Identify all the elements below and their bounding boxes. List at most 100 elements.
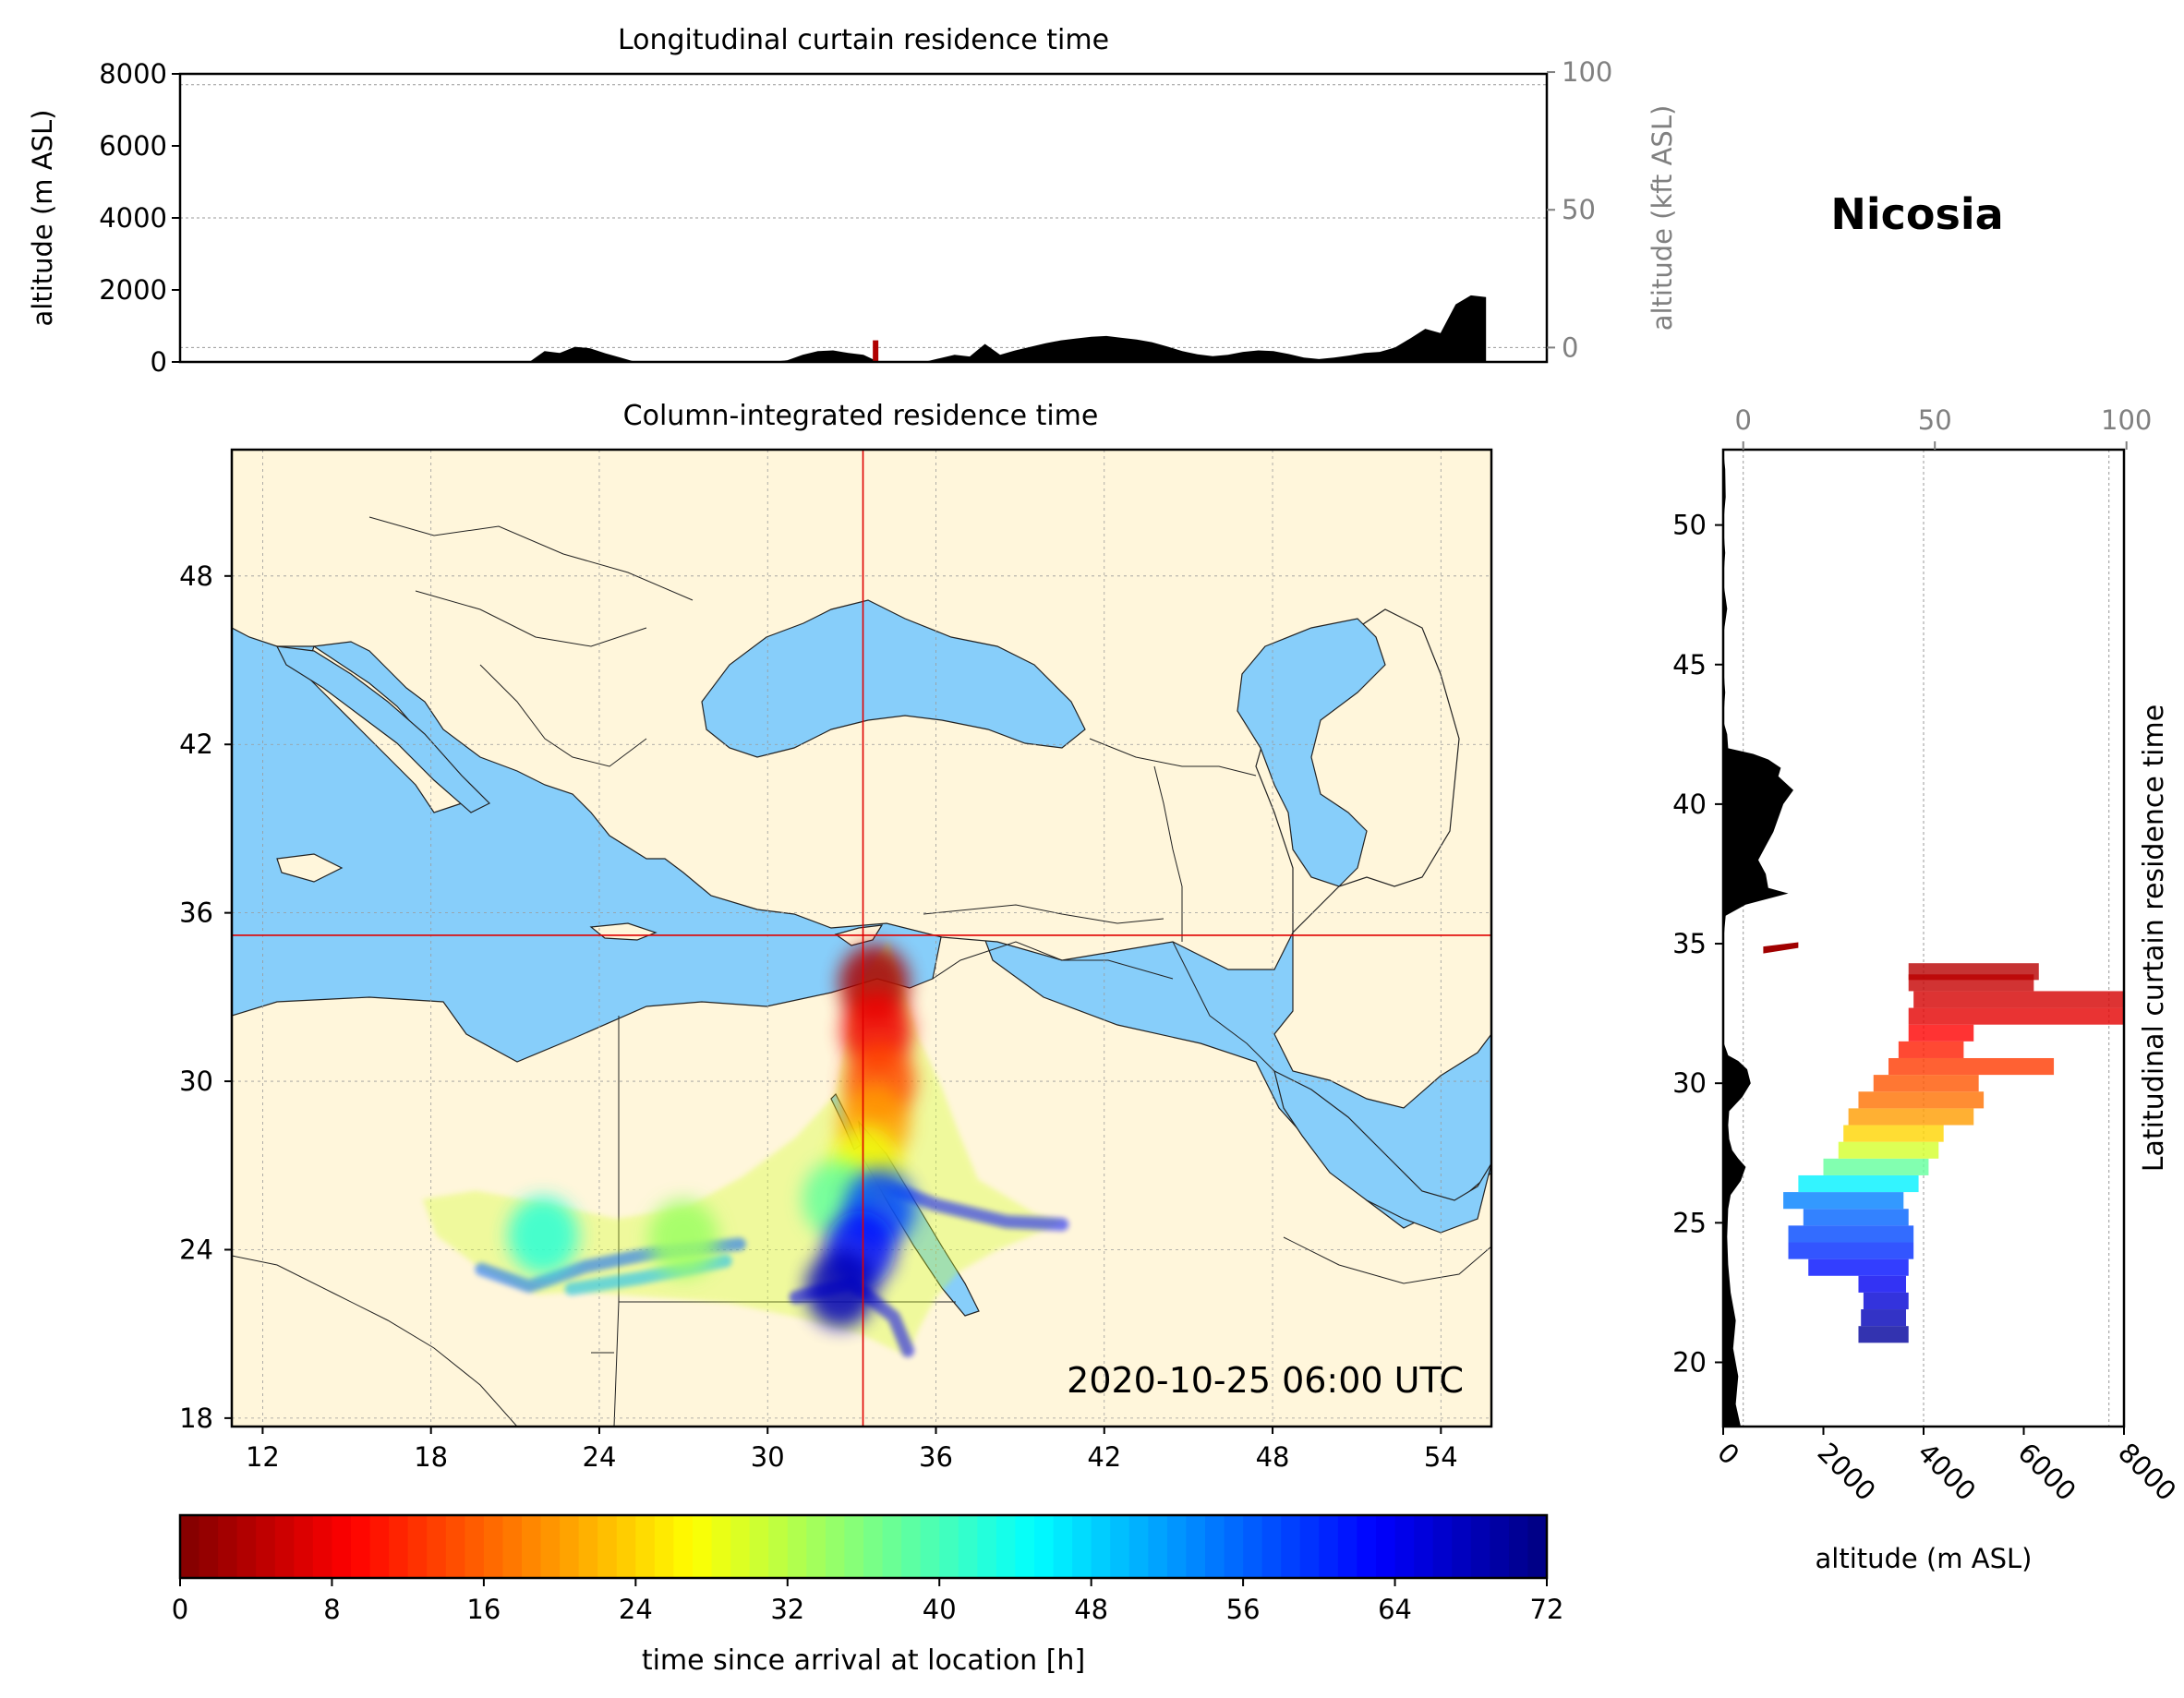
- map-x-tick-label: 42: [1087, 1441, 1121, 1473]
- black-sea: [701, 599, 1086, 758]
- colorbar-tick-label: 32: [770, 1594, 804, 1625]
- latitudinal-y-tick-label: 30: [1672, 1067, 1707, 1099]
- latitudinal-x-ticks-top: 0 50 100: [1734, 404, 2152, 450]
- colorbar-tick-label: 48: [1074, 1594, 1108, 1625]
- colorbar-swatch: [635, 1515, 656, 1578]
- longitudinal-terrain: [180, 295, 1547, 362]
- latitudinal-x-tick-label-top: 0: [1734, 404, 1751, 436]
- colorbar-swatch: [502, 1515, 523, 1578]
- colorbar-swatch: [654, 1515, 675, 1578]
- map-x-tick-label: 12: [246, 1441, 280, 1473]
- colorbar-swatch: [1281, 1515, 1301, 1578]
- colorbar-swatch: [1072, 1515, 1092, 1578]
- latitudinal-x-ticks: 0 2000 4000 6000 8000: [1711, 1427, 2182, 1507]
- latitudinal-x-tick-label: 6000: [2012, 1437, 2082, 1507]
- colorbar-swatch: [351, 1515, 371, 1578]
- border-saudi-north: [932, 941, 1174, 980]
- colorbar-label: time since arrival at location [h]: [642, 1644, 1085, 1677]
- map-y-tick-label: 48: [179, 560, 213, 592]
- caspian-sea: [1237, 618, 1386, 887]
- latitudinal-profile-band: [1908, 1024, 1974, 1042]
- colorbar-swatch: [920, 1515, 940, 1578]
- map-y-tick-label: 18: [179, 1403, 213, 1434]
- colorbar-swatch: [711, 1515, 731, 1578]
- map-gridlines: [232, 450, 1491, 1427]
- colorbar-swatch: [312, 1515, 333, 1578]
- colorbar-swatch: [958, 1515, 978, 1578]
- colorbar-swatch: [1128, 1515, 1149, 1578]
- latitudinal-profile-band: [1803, 1209, 1909, 1226]
- colorbar-tick-label: 0: [172, 1594, 188, 1625]
- latitudinal-profile-band: [1908, 963, 2039, 981]
- map-y-tick-label: 42: [179, 729, 213, 760]
- colorbar-swatch: [1166, 1515, 1188, 1578]
- colorbar-swatch: [1452, 1515, 1472, 1578]
- latitudinal-y-tick-label: 40: [1672, 789, 1707, 820]
- map-x-tick-label: 36: [919, 1441, 953, 1473]
- map-x-ticks: 12 18 24 30 36 42 48 54: [246, 1427, 1458, 1473]
- latitudinal-title: Latitudinal curtain residence time: [2138, 704, 2170, 1172]
- colorbar-swatch: [1110, 1515, 1130, 1578]
- latitudinal-profile-band: [1788, 1242, 1914, 1259]
- colorbar-swatch: [218, 1515, 238, 1578]
- latitudinal-profile-band: [1858, 1326, 1909, 1343]
- colorbar-swatch: [445, 1515, 465, 1578]
- latitudinal-profile-band: [1788, 1225, 1914, 1243]
- longitudinal-y-tick-label: 2000: [99, 274, 167, 306]
- map-x-tick-label: 24: [583, 1441, 617, 1473]
- border-libya-chad: [232, 1255, 518, 1427]
- colorbar-swatch: [1508, 1515, 1529, 1578]
- colorbar-swatch: [1148, 1515, 1168, 1578]
- latitudinal-profile-band: [1913, 991, 2124, 1008]
- colorbar-frame: [178, 1513, 1549, 1580]
- latitudinal-profile-band: [1863, 1292, 1909, 1310]
- map-x-tick-label: 30: [751, 1441, 785, 1473]
- longitudinal-y-tick-label-right: 100: [1562, 56, 1612, 88]
- colorbar-tick-label: 8: [323, 1594, 340, 1625]
- longitudinal-y-ticks: 0 2000 4000 6000 8000: [99, 58, 180, 378]
- latitudinal-profile-band: [1873, 1075, 1979, 1092]
- latitudinal-x-tick-label: 0: [1711, 1437, 1745, 1471]
- latitudinal-profile-band: [1823, 1158, 1929, 1175]
- longitudinal-y-tick-label: 8000: [99, 58, 167, 90]
- latitudinal-y-ticks: 20 25 30 35 40 45 50: [1672, 510, 1723, 1378]
- colorbar-swatch: [389, 1515, 409, 1578]
- land-sicily: [276, 853, 344, 883]
- colorbar-swatch: [597, 1515, 618, 1578]
- colorbar-swatch: [199, 1515, 219, 1578]
- longitudinal-y-ticks-right: 0 50 100: [1547, 56, 1612, 363]
- colorbar-tick-label: 56: [1226, 1594, 1261, 1625]
- colorbar-swatch: [1394, 1515, 1415, 1578]
- map-y-tick-label: 24: [179, 1234, 213, 1265]
- map-frame: [230, 448, 1493, 1428]
- colorbar-swatch: [730, 1515, 751, 1578]
- colorbar-swatch: [407, 1515, 428, 1578]
- latitudinal-x-tick-label-top: 100: [2101, 404, 2152, 436]
- colorbar-swatch: [1319, 1515, 1339, 1578]
- latitudinal-xlabel: altitude (m ASL): [1816, 1543, 2033, 1574]
- colorbar-swatch: [1299, 1515, 1320, 1578]
- map-x-tick-label: 18: [414, 1441, 448, 1473]
- colorbar-swatch: [1357, 1515, 1377, 1578]
- latitudinal-profile-band: [1888, 1057, 2055, 1076]
- colorbar-swatch: [1470, 1515, 1490, 1578]
- colorbar-swatch: [768, 1515, 789, 1578]
- colorbar-swatch: [256, 1515, 276, 1578]
- border-iran-turkey: [1153, 765, 1183, 942]
- colorbar-swatch: [274, 1515, 295, 1578]
- colorbar-swatch: [939, 1515, 959, 1578]
- longitudinal-y-tick-label: 6000: [99, 130, 167, 162]
- colorbar-swatch: [560, 1515, 580, 1578]
- colorbar-tick-label: 72: [1530, 1594, 1564, 1625]
- colorbar-swatch: [977, 1515, 997, 1578]
- colorbar-swatch: [1490, 1515, 1510, 1578]
- trajectory-plume: [422, 941, 1069, 1357]
- longitudinal-y-tick-label-right: 0: [1562, 331, 1578, 363]
- colorbar-swatch: [1414, 1515, 1434, 1578]
- colorbar-tick-label: 40: [923, 1594, 957, 1625]
- colorbar-swatch: [1527, 1515, 1548, 1578]
- latitudinal-y-tick-label: 35: [1672, 928, 1707, 959]
- latitudinal-x-tick-label: 2000: [1812, 1437, 1882, 1507]
- longitudinal-ylabel: altitude (m ASL): [27, 110, 58, 327]
